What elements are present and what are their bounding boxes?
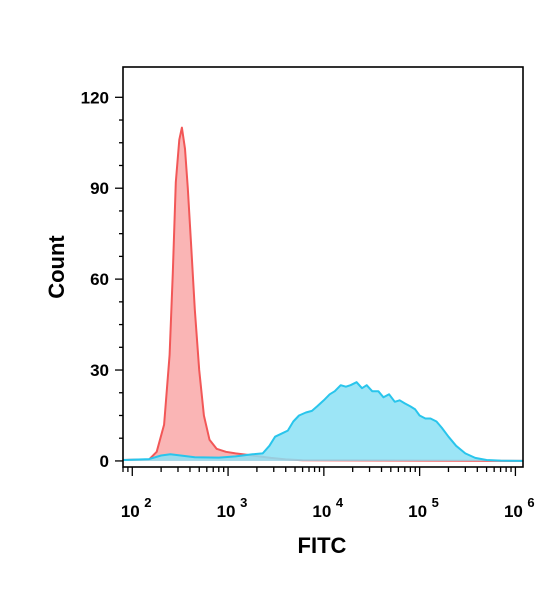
x-tick-label: 10 xyxy=(217,502,236,521)
x-tick-label-exponent: 3 xyxy=(240,495,247,510)
x-axis-tick-labels: 10 2 10 3 10 4 10 5 10 6 xyxy=(121,495,535,521)
x-tick-label-exponent: 6 xyxy=(527,495,534,510)
y-axis-tick-labels: 0 30 60 90 120 xyxy=(81,88,109,471)
y-tick-label: 120 xyxy=(81,88,109,107)
y-tick-label: 90 xyxy=(90,179,109,198)
series-2-area xyxy=(123,382,523,461)
series-layer xyxy=(122,126,524,462)
series-2-line xyxy=(122,381,524,462)
x-tick-label-exponent: 4 xyxy=(336,495,344,510)
x-tick-label: 10 xyxy=(408,502,427,521)
y-axis-ticks xyxy=(115,96,123,462)
x-tick-label: 10 xyxy=(121,502,140,521)
y-tick-label: 0 xyxy=(100,452,109,471)
x-tick-label: 10 xyxy=(312,502,331,521)
plot-frame xyxy=(122,66,524,468)
y-tick-label: 30 xyxy=(90,361,109,380)
x-axis-title: FITC xyxy=(298,533,347,558)
y-tick-label: 60 xyxy=(90,270,109,289)
x-tick-label-exponent: 5 xyxy=(432,495,439,510)
x-axis-ticks xyxy=(122,467,517,476)
y-axis-title: Count xyxy=(44,235,69,299)
x-tick-label-exponent: 2 xyxy=(144,495,151,510)
x-tick-label: 10 xyxy=(504,502,523,521)
